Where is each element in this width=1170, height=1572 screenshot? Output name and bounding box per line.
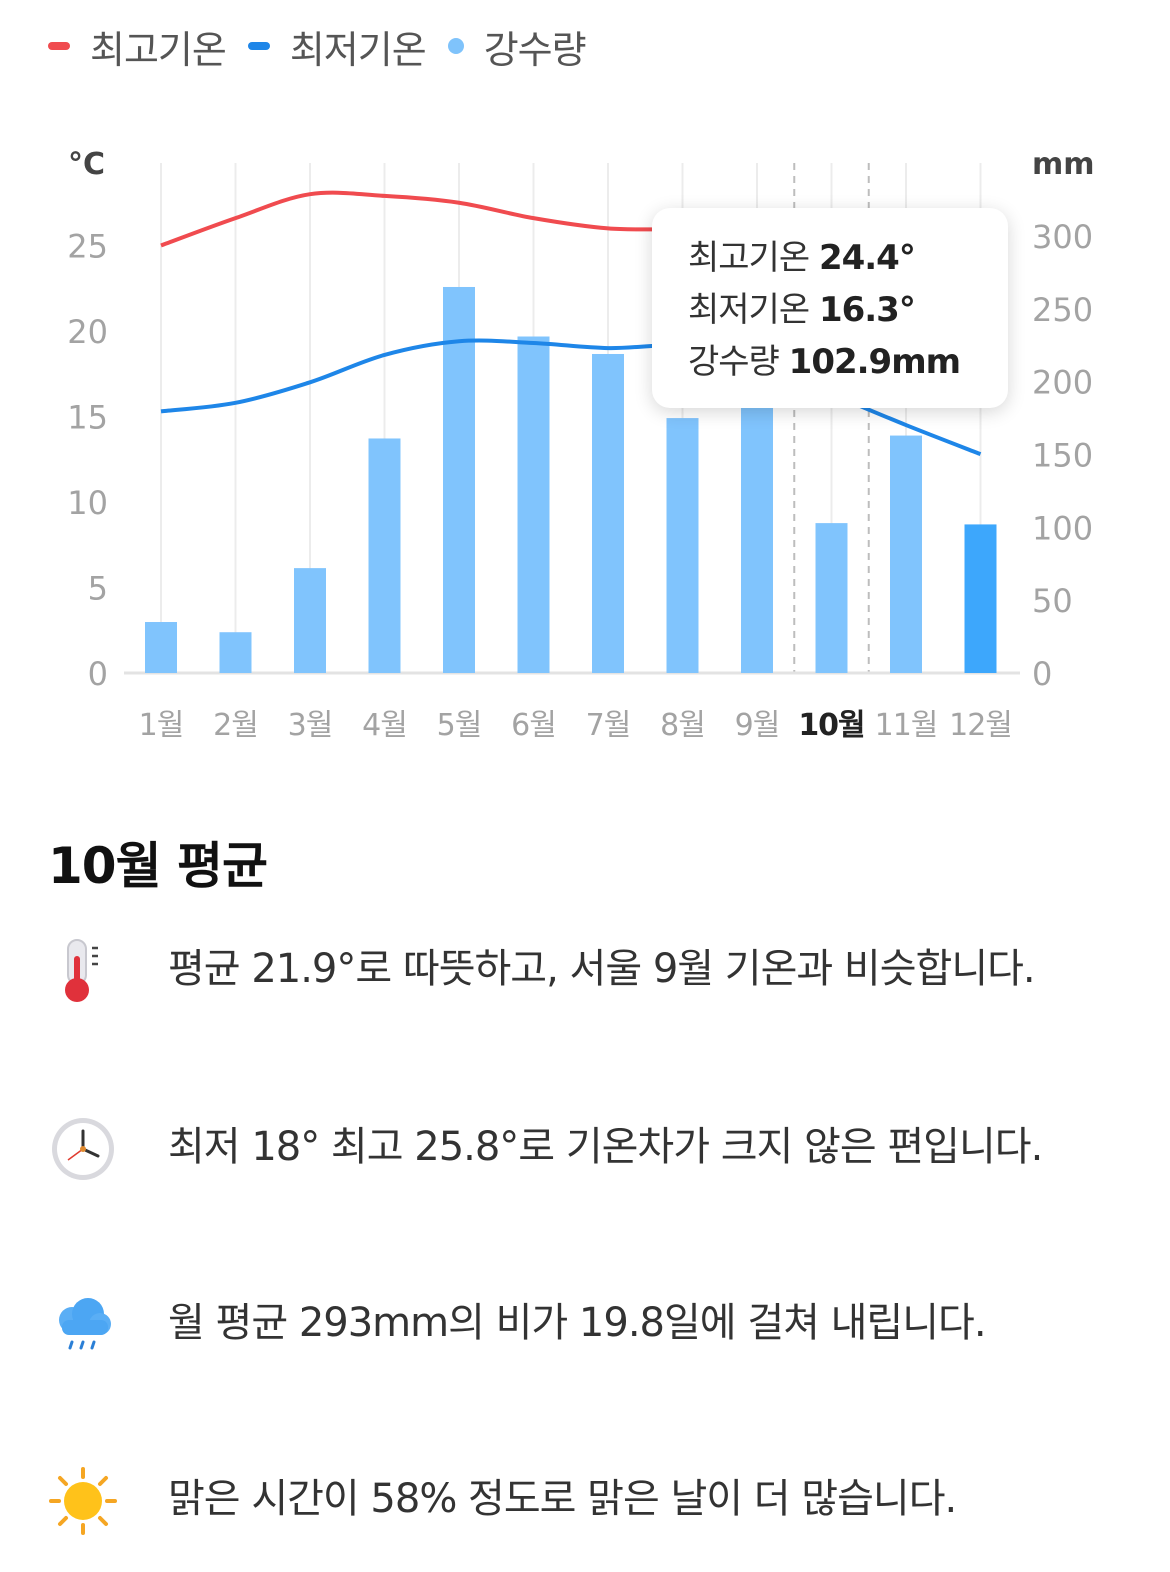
- x-axis-tick-label[interactable]: 11월: [875, 708, 939, 743]
- info-text: 맑은 시간이 58% 정도로 맑은 날이 더 많습니다.: [168, 1476, 957, 1522]
- legend-label: 강수량: [483, 27, 587, 72]
- right-axis-tick-label: 150: [1032, 437, 1093, 475]
- precipitation-bar[interactable]: [964, 524, 997, 673]
- right-axis-tick-label: 200: [1032, 364, 1093, 402]
- clock-icon: [52, 1118, 114, 1180]
- legend-label: 최고기온: [90, 27, 227, 72]
- tooltip-precipitation: 강수량 102.9mm: [688, 336, 1008, 388]
- right-axis-unit: mm: [1032, 147, 1095, 182]
- right-axis-tick-label: 100: [1032, 509, 1093, 547]
- precipitation-bar[interactable]: [145, 622, 177, 673]
- right-axis-tick-label: 0: [1032, 655, 1052, 693]
- precipitation-bar[interactable]: [368, 438, 401, 673]
- tooltip-label: 최저기온: [688, 290, 810, 330]
- x-axis-tick-label[interactable]: 10월: [798, 708, 865, 743]
- precipitation-bar[interactable]: [666, 418, 699, 673]
- info-row-temperature: 평균 21.9°로 따뜻하고, 서울 9월 기온과 비슷합니다.: [48, 936, 1128, 1006]
- thermometer-icon: [65, 939, 98, 1002]
- right-axis-tick-label: 250: [1032, 291, 1093, 329]
- tooltip-min-temp: 최저기온 16.3°: [688, 284, 1008, 336]
- left-axis-tick-label: 10: [67, 484, 108, 522]
- x-axis-tick-label[interactable]: 3월: [288, 708, 334, 743]
- info-row-rain: 월 평균 293mm의 비가 19.8일에 걸쳐 내립니다.: [48, 1290, 1128, 1360]
- x-axis-tick-label[interactable]: 1월: [139, 708, 185, 743]
- precipitation-bar[interactable]: [517, 336, 550, 673]
- tooltip-label: 강수량: [688, 342, 780, 382]
- precipitation-bars[interactable]: [145, 286, 997, 673]
- info-text: 최저 18° 최고 25.8°로 기온차가 크지 않은 편입니다.: [168, 1124, 1043, 1170]
- left-axis-tick-label: 20: [67, 313, 108, 351]
- left-axis-tick-label: 25: [67, 228, 108, 266]
- left-axis-tick-label: 0: [88, 655, 108, 693]
- legend-swatch-max-temp: [48, 42, 70, 50]
- x-axis-tick-label[interactable]: 7월: [586, 708, 632, 743]
- precipitation-bar[interactable]: [815, 523, 848, 673]
- legend-item-max-temp[interactable]: 최고기온: [48, 19, 227, 74]
- tooltip-value: 102.9mm: [788, 342, 961, 382]
- chart-tooltip: 최고기온 24.4° 최저기온 16.3° 강수량 102.9mm: [652, 208, 1008, 408]
- legend-swatch-min-temp: [247, 42, 270, 50]
- x-axis-tick-label[interactable]: 5월: [437, 708, 483, 743]
- x-axis-tick-label[interactable]: 8월: [660, 708, 706, 743]
- info-text: 월 평균 293mm의 비가 19.8일에 걸쳐 내립니다.: [168, 1300, 987, 1346]
- left-axis-unit: °C: [68, 147, 105, 182]
- tooltip-max-temp: 최고기온 24.4°: [688, 232, 1008, 284]
- tooltip-label: 최고기온: [688, 238, 810, 278]
- chart-legend: 최고기온 최저기온 강수량: [48, 18, 608, 74]
- info-text: 평균 21.9°로 따뜻하고, 서울 9월 기온과 비슷합니다.: [168, 946, 1036, 992]
- precipitation-bar[interactable]: [741, 399, 773, 673]
- x-axis-tick-label[interactable]: 12월: [949, 708, 1013, 743]
- precipitation-bar[interactable]: [294, 568, 326, 673]
- tooltip-value: 24.4°: [818, 238, 916, 278]
- info-row-sun: 맑은 시간이 58% 정도로 맑은 날이 더 많습니다.: [48, 1466, 1128, 1536]
- precipitation-bar[interactable]: [443, 286, 475, 673]
- x-axis-tick-label[interactable]: 4월: [362, 708, 408, 743]
- x-axis-tick-label[interactable]: 9월: [735, 708, 781, 743]
- info-row-range: 최저 18° 최고 25.8°로 기온차가 크지 않은 편입니다.: [48, 1114, 1128, 1184]
- x-axis-tick-label[interactable]: 6월: [511, 708, 557, 743]
- x-axis-tick-label[interactable]: 2월: [213, 708, 259, 743]
- precipitation-bar[interactable]: [890, 435, 922, 673]
- left-axis-tick-label: 15: [67, 399, 108, 437]
- tooltip-value: 16.3°: [818, 290, 916, 330]
- left-axis-tick-label: 5: [88, 570, 108, 608]
- legend-item-precipitation[interactable]: 강수량: [447, 19, 587, 74]
- legend-swatch-precipitation: [447, 38, 464, 54]
- legend-item-min-temp[interactable]: 최저기온: [247, 19, 427, 74]
- precipitation-bar[interactable]: [219, 632, 252, 673]
- right-axis-tick-label: 300: [1032, 218, 1093, 256]
- right-axis-tick-label: 50: [1032, 582, 1073, 620]
- legend-label: 최저기온: [289, 27, 427, 72]
- sun-icon: [49, 1467, 117, 1535]
- section-title: 10월 평균: [48, 837, 268, 895]
- rain-cloud-icon: [59, 1298, 111, 1350]
- precipitation-bar[interactable]: [592, 353, 624, 673]
